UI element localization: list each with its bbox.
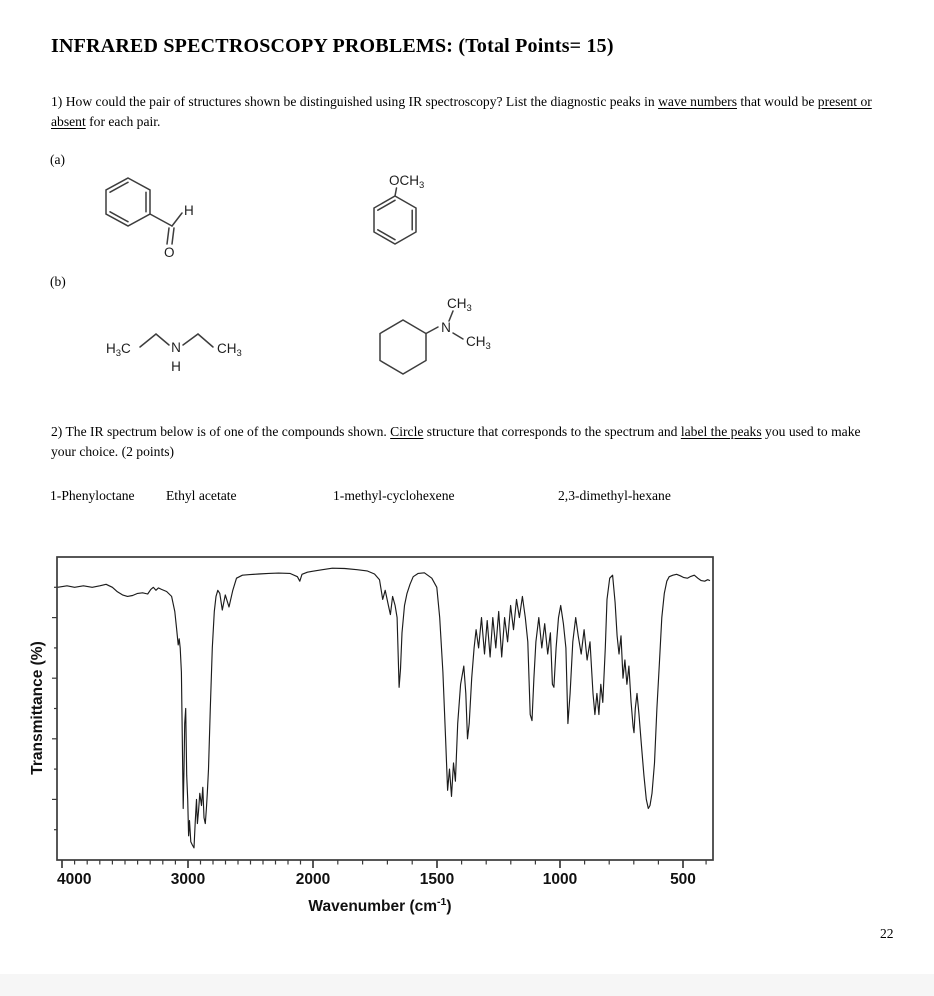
amine-n-label: N (441, 320, 451, 335)
benzaldehyde-structure: H O (105, 177, 194, 260)
question-2-text: 2) The IR spectrum below is of one of th… (51, 422, 877, 463)
benzene-ring (105, 177, 151, 227)
x-tick-label: 2000 (296, 871, 330, 888)
spectrum-curve (57, 567, 711, 849)
y-axis-label: Transmittance (%) (29, 641, 46, 775)
carbonyl-o-label: O (164, 245, 175, 260)
q1-text-part3: for each pair. (85, 113, 161, 129)
item-a-label: (a) (50, 152, 65, 167)
option-2-3-dimethyl-hexane: 2,3-dimethyl-hexane (558, 488, 671, 503)
footer-strip (0, 974, 934, 996)
dimethylcyclohexylamine-structure: N CH3 CH3 (379, 296, 491, 375)
x-tick-label: 1500 (420, 871, 454, 888)
q1-text-part2: that would be (737, 93, 818, 109)
x-axis-label: Wavenumber (cm-1) (308, 896, 451, 915)
anisole-structure: OCH3 (373, 173, 424, 245)
q2-text-part2: structure that corresponds to the spectr… (423, 423, 681, 439)
cyclohexane-ring (379, 319, 427, 375)
q2-underline-circle: Circle (390, 423, 424, 439)
benzene-ring (373, 195, 417, 245)
n-methyl-top-label: CH3 (447, 296, 472, 314)
option-1-methyl-cyclohexene: 1-methyl-cyclohexene (333, 488, 455, 503)
page-title: INFRARED SPECTROSCOPY PROBLEMS: (Total P… (51, 35, 614, 57)
aldehyde-h-label: H (184, 203, 194, 218)
x-tick-label: 4000 (57, 871, 91, 888)
q1-text-part1: 1) How could the pair of structures show… (51, 93, 659, 109)
q1-underline-wave-numbers: wave numbers (658, 93, 737, 109)
q2-text-part1: 2) The IR spectrum below is of one of th… (51, 423, 391, 439)
amine-h-label: H (171, 359, 181, 374)
q1-underline-present-or-absent: present or absent (51, 93, 872, 129)
diethylamine-structure: H3C N H CH3 (106, 333, 242, 374)
option-1-phenyloctane: 1-Phenyloctane (50, 488, 135, 503)
q2-text-part3: you used to make your choice. (2 points) (51, 423, 861, 459)
q2-underline-label-the-peaks: label the peaks (680, 423, 762, 439)
option-ethyl-acetate: Ethyl acetate (166, 488, 237, 503)
amine-n-label: N (171, 340, 181, 355)
page-number: 22 (880, 926, 894, 941)
question-1-text: 1) How could the pair of structures show… (51, 92, 877, 133)
x-tick-labels: 4000 3000 2000 1500 1000 500 (57, 871, 696, 888)
h3c-label: H3C (106, 341, 131, 359)
x-tick-label: 500 (670, 871, 696, 888)
item-b-label: (b) (50, 274, 66, 289)
x-tick-label: 1000 (543, 871, 577, 888)
methoxy-label: OCH3 (389, 173, 424, 191)
axis-ticks (52, 586, 707, 868)
ch3-label: CH3 (217, 341, 242, 359)
ir-spectrum-chart: 4000 3000 2000 1500 1000 500 Transmittance (%… (29, 556, 714, 915)
x-tick-label: 3000 (171, 871, 205, 888)
n-methyl-right-label: CH3 (466, 334, 491, 352)
